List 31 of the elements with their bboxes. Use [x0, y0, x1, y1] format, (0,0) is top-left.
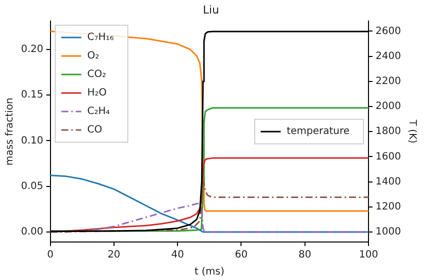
y2-tick-label: 1400: [376, 176, 402, 188]
y2-tick-label: 1600: [376, 151, 402, 162]
y-tick-label: 0.20: [21, 44, 44, 56]
x-axis-title: t (ms): [194, 266, 224, 278]
legend-label: temperature: [286, 126, 350, 138]
legend-label: O₂: [87, 50, 100, 62]
x-tick-label: 0: [47, 250, 54, 261]
legend-label: C₇H₁₆: [87, 32, 114, 44]
y2-tick-label: 1200: [376, 201, 402, 212]
y2-tick-label: 1800: [376, 126, 402, 138]
legend-label: CO₂: [87, 69, 106, 80]
x-tick-label: 40: [171, 250, 184, 261]
x-tick-label: 100: [359, 250, 378, 261]
y2-tick-label: 2000: [376, 101, 402, 112]
y2-tick-label: 2600: [376, 26, 402, 37]
legend-label: C₂H₄: [87, 106, 110, 118]
x-tick-label: 80: [298, 250, 312, 261]
y2-tick-label: 2400: [376, 50, 402, 62]
x-tick-label: 20: [108, 250, 120, 261]
y2-axis-title: T (K): [406, 118, 418, 144]
y-tick-label: 0.10: [21, 135, 44, 146]
y-tick-label: 0.15: [21, 90, 44, 101]
y-tick-label: 0.00: [21, 226, 44, 238]
y2-tick-label: 1000: [376, 226, 402, 238]
chart-title: Liu: [202, 3, 220, 16]
y2-tick-label: 2200: [376, 76, 402, 88]
legend-label: CO: [87, 124, 102, 136]
y-axis-title: mass fraction: [4, 98, 16, 166]
y-tick-label: 0.05: [21, 180, 44, 192]
legend-label: H₂O: [87, 88, 107, 99]
x-tick-label: 60: [234, 250, 248, 261]
